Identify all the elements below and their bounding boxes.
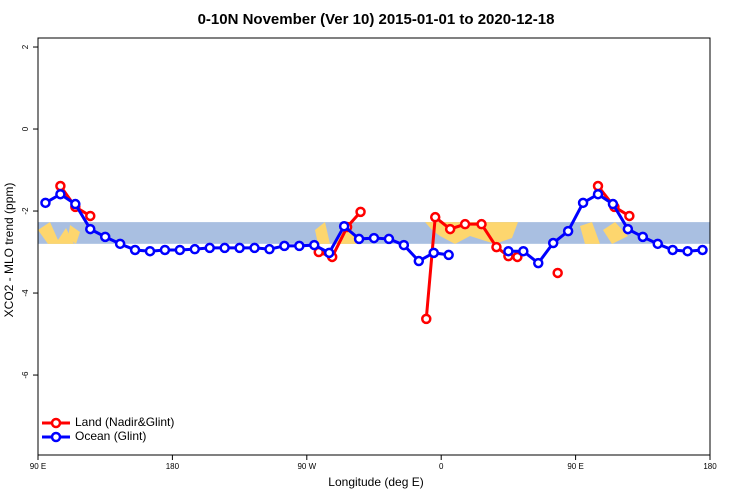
point — [697, 244, 708, 256]
legend-marker — [50, 417, 62, 429]
point — [129, 244, 141, 256]
point — [428, 247, 439, 259]
point — [491, 241, 502, 253]
chart-title: 0-10N November (Ver 10) 2015-01-01 to 20… — [198, 11, 555, 28]
point — [249, 242, 260, 254]
x-tick-label: 90 W — [297, 462, 316, 471]
plot-frame — [37, 37, 711, 456]
point — [503, 245, 514, 257]
point — [398, 239, 410, 251]
y-tick-label: 0 — [21, 126, 30, 131]
point — [562, 225, 574, 237]
point — [444, 223, 456, 235]
y-tick-label: 2 — [21, 44, 30, 49]
point — [429, 211, 441, 223]
legend-marker — [50, 431, 62, 443]
point — [114, 238, 126, 250]
x-tick-label: 0 — [439, 462, 444, 471]
point — [512, 251, 523, 263]
point — [552, 267, 563, 279]
point — [518, 245, 529, 257]
point — [99, 231, 111, 243]
x-tick-label: 90 E — [30, 462, 46, 471]
point — [55, 180, 66, 192]
point — [652, 238, 663, 250]
y-tick-label: -6 — [21, 371, 30, 379]
point — [577, 197, 589, 209]
point — [234, 242, 245, 254]
point — [159, 244, 171, 256]
x-tick-label: 180 — [166, 462, 180, 471]
point — [592, 180, 604, 192]
legend-label: Ocean (Glint) — [75, 429, 146, 443]
point — [294, 240, 305, 252]
point — [624, 210, 635, 222]
x-tick-label: 180 — [703, 462, 717, 471]
point — [85, 223, 96, 235]
point — [85, 210, 96, 222]
point — [667, 244, 678, 256]
legend: Land (Nadir&Glint)Ocean (Glint) — [42, 415, 174, 443]
point — [204, 242, 215, 254]
point — [476, 218, 487, 230]
point — [459, 218, 471, 230]
point — [607, 198, 619, 210]
y-tick-label: -4 — [21, 289, 30, 297]
point — [219, 242, 230, 254]
point — [383, 233, 395, 245]
point — [622, 223, 634, 235]
point — [637, 231, 649, 243]
point — [309, 239, 320, 251]
point — [443, 249, 454, 261]
point — [279, 240, 290, 252]
series-line — [44, 192, 449, 263]
point — [592, 188, 604, 200]
legend-label: Land (Nadir&Glint) — [75, 415, 174, 429]
point — [682, 245, 693, 257]
y-axis-title: XCO2 - MLO trend (ppm) — [2, 183, 16, 318]
point — [264, 243, 275, 255]
point — [413, 255, 425, 267]
point — [70, 198, 81, 210]
point — [421, 313, 432, 325]
point — [323, 247, 335, 259]
point — [547, 237, 559, 249]
point — [368, 232, 380, 244]
y-tick-label: -2 — [21, 207, 30, 215]
x-axis-title: Longitude (deg E) — [328, 475, 423, 489]
x-tick-label: 90 E — [567, 462, 583, 471]
point — [40, 197, 51, 209]
point — [189, 243, 201, 255]
point — [338, 220, 350, 232]
point — [533, 257, 544, 269]
point — [144, 245, 156, 257]
point — [55, 188, 66, 200]
point — [174, 244, 186, 256]
point — [353, 233, 365, 245]
point — [355, 206, 366, 218]
